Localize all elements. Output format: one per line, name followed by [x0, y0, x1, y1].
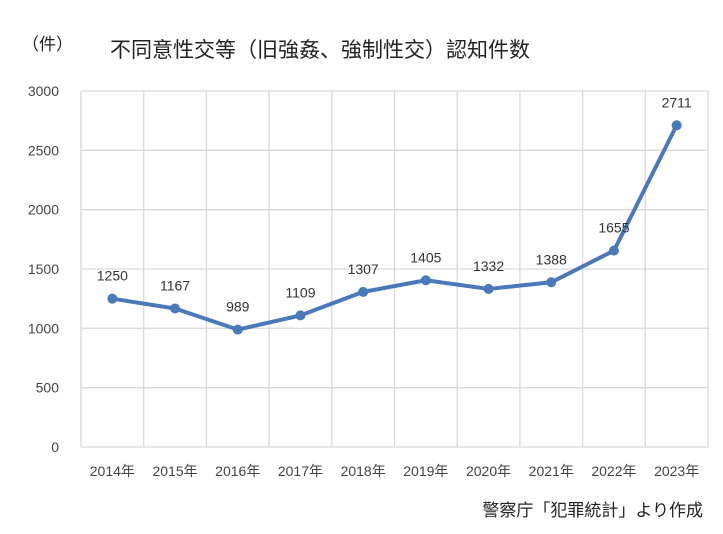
data-point	[546, 277, 557, 288]
chart-title: 不同意性交等（旧強姦、強制性交）認知件数	[110, 38, 530, 62]
y-tick-label: 3000	[28, 83, 59, 99]
x-tick-label: 2022年	[591, 463, 636, 479]
x-tick-label: 2018年	[341, 463, 386, 479]
data-label: 1109	[285, 284, 315, 300]
y-tick-label: 1500	[28, 261, 59, 277]
data-point	[608, 245, 619, 256]
data-label: 989	[226, 299, 250, 315]
data-point	[483, 283, 494, 294]
data-label: 1250	[97, 268, 128, 284]
data-point	[358, 286, 369, 297]
y-tick-label: 1000	[28, 320, 59, 336]
data-label: 1388	[536, 251, 567, 267]
data-label: 2711	[662, 94, 692, 110]
data-point	[295, 310, 306, 321]
data-label: 1167	[160, 278, 190, 294]
data-label: 1332	[473, 258, 504, 274]
source-note: 警察庁「犯罪統計」より作成	[482, 501, 703, 521]
data-label: 1405	[410, 249, 441, 265]
y-tick-label: 500	[36, 380, 60, 396]
data-label: 1307	[348, 261, 379, 277]
data-point	[671, 120, 682, 131]
y-axis-unit: （件）	[22, 35, 73, 55]
data-point	[107, 293, 118, 304]
y-tick-label: 0	[51, 439, 59, 455]
y-tick-label: 2500	[28, 142, 59, 158]
y-tick-label: 2000	[28, 202, 59, 218]
x-tick-label: 2023年	[654, 463, 699, 479]
data-point	[232, 324, 243, 335]
data-point	[170, 303, 181, 314]
data-label: 1655	[598, 220, 629, 236]
x-tick-label: 2014年	[90, 463, 135, 479]
x-tick-label: 2017年	[278, 463, 323, 479]
x-tick-label: 2016年	[215, 463, 260, 479]
series-line	[112, 124, 679, 332]
x-tick-label: 2019年	[403, 463, 448, 479]
x-tick-label: 2015年	[152, 463, 197, 479]
data-point	[420, 275, 431, 286]
x-tick-label: 2020年	[466, 463, 511, 479]
x-tick-label: 2021年	[529, 463, 574, 479]
